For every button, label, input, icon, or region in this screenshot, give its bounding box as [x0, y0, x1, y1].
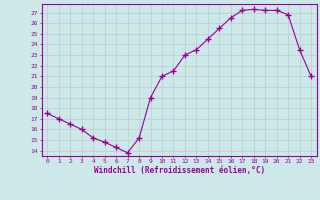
- X-axis label: Windchill (Refroidissement éolien,°C): Windchill (Refroidissement éolien,°C): [94, 166, 265, 175]
